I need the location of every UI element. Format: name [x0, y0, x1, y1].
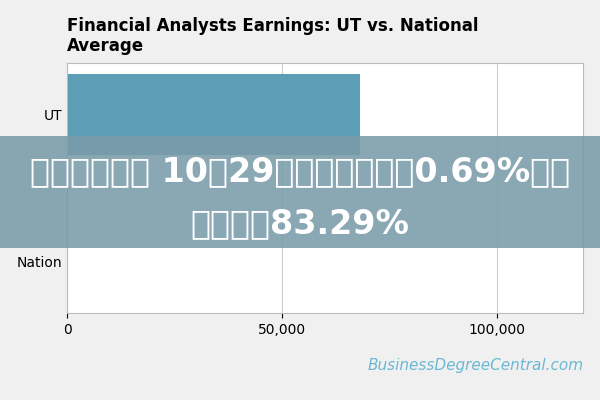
Text: Financial Analysts Earnings: UT vs. National
Average: Financial Analysts Earnings: UT vs. Nati…	[67, 17, 479, 56]
Bar	[67, 74, 359, 155]
Text: 股溢价率83.29%: 股溢价率83.29%	[191, 207, 409, 240]
Text: 湖北股票配资 10月29日旗滨转债下跌0.69%，转: 湖北股票配资 10月29日旗滨转债下跌0.69%，转	[30, 155, 570, 188]
Text: BusinessDegreeCentral.com: BusinessDegreeCentral.com	[367, 358, 583, 373]
